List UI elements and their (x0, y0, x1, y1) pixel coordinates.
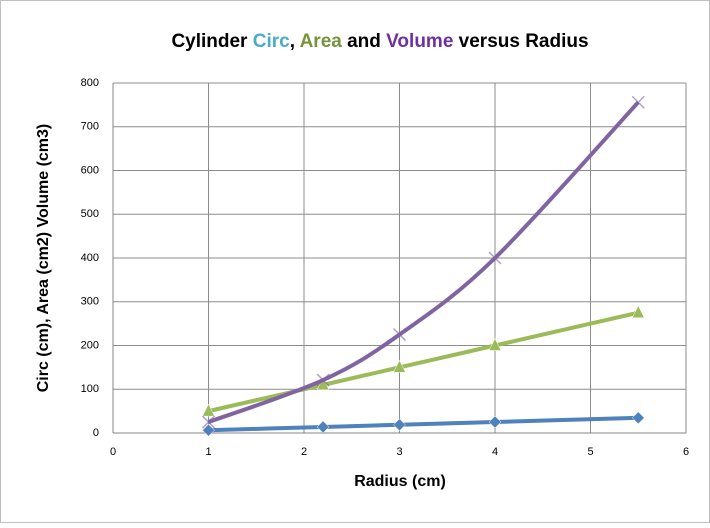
x-tick-label: 4 (492, 446, 498, 458)
series-line (207, 100, 640, 424)
title-part: Cylinder (171, 31, 252, 52)
chart-title: Cylinder Circ, Area and Volume versus Ra… (171, 31, 588, 52)
y-axis-label: Circ (cm), Area (cm2) Volume (cm3) (35, 124, 52, 393)
title-part: Area (300, 31, 343, 52)
marker (202, 423, 215, 437)
title-part: Volume (386, 31, 453, 52)
marker (488, 337, 502, 351)
y-tick-label: 300 (81, 296, 99, 308)
y-tick-label: 600 (81, 164, 99, 176)
marker (316, 373, 330, 387)
marker (393, 418, 406, 432)
marker (392, 328, 407, 342)
title-part: versus Radius (453, 31, 588, 52)
y-tick-label: 0 (93, 427, 99, 439)
marker (393, 359, 406, 373)
marker (488, 251, 502, 265)
marker (631, 305, 645, 318)
y-tick-label: 200 (81, 339, 99, 351)
title-part: Circ (253, 31, 290, 52)
marker (631, 411, 645, 425)
x-tick-label: 0 (110, 446, 116, 458)
x-tick-label: 2 (301, 446, 307, 458)
y-tick-label: 100 (81, 383, 99, 395)
marker (202, 403, 215, 417)
y-tick-label: 500 (81, 208, 99, 220)
x-tick-label: 1 (205, 446, 211, 458)
marker (316, 420, 330, 434)
y-tick-label: 400 (81, 252, 99, 264)
title-part: , (290, 31, 300, 52)
x-axis-label: Radius (cm) (354, 473, 446, 490)
marker (201, 415, 216, 429)
marker (488, 415, 502, 429)
x-tick-label: 3 (396, 446, 402, 458)
x-tick-label: 5 (587, 446, 593, 458)
x-tick-label: 6 (683, 446, 689, 458)
marker (631, 95, 645, 109)
y-tick-label: 700 (81, 121, 99, 133)
title-part: and (342, 31, 386, 52)
y-tick-label: 800 (81, 77, 99, 89)
